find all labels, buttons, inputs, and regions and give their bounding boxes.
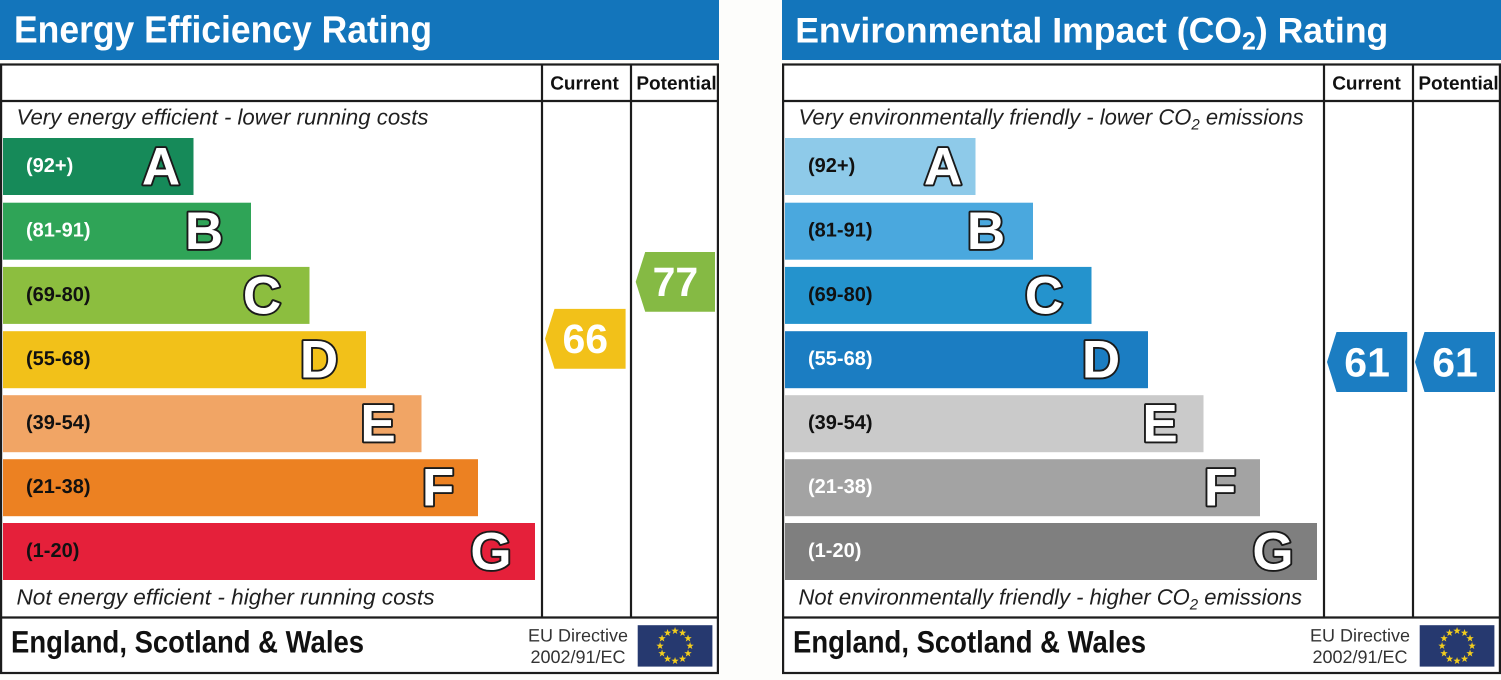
svg-text:B: B — [967, 202, 1005, 261]
svg-text:(69-80): (69-80) — [26, 284, 90, 306]
svg-text:(81-91): (81-91) — [26, 220, 90, 242]
svg-text:F: F — [422, 459, 454, 518]
svg-text:Potential: Potential — [636, 74, 716, 95]
svg-text:C: C — [243, 266, 281, 325]
svg-text:(55-68): (55-68) — [26, 348, 90, 370]
svg-text:Very energy efficient - lower: Very energy efficient - lower running co… — [17, 105, 429, 130]
svg-text:Very environmentally friendly: Very environmentally friendly - lower CO… — [799, 105, 1304, 134]
svg-text:(39-54): (39-54) — [808, 412, 872, 434]
svg-text:C: C — [1025, 266, 1063, 325]
svg-text:77: 77 — [653, 259, 699, 305]
svg-text:(21-38): (21-38) — [26, 476, 90, 498]
svg-text:F: F — [1204, 459, 1236, 518]
svg-text:Current: Current — [1332, 74, 1401, 95]
svg-text:G: G — [1252, 523, 1293, 582]
svg-text:EU Directive: EU Directive — [528, 625, 628, 645]
svg-text:Current: Current — [550, 74, 619, 95]
svg-text:(1-20): (1-20) — [26, 540, 79, 562]
svg-text:E: E — [1142, 395, 1177, 454]
svg-text:(92+): (92+) — [808, 155, 855, 177]
svg-text:2002/91/EC: 2002/91/EC — [530, 647, 625, 667]
svg-text:Potential: Potential — [1418, 74, 1498, 95]
svg-text:England, Scotland & Wales: England, Scotland & Wales — [11, 624, 364, 659]
svg-text:E: E — [360, 395, 395, 454]
svg-text:A: A — [142, 138, 180, 197]
svg-text:A: A — [924, 138, 962, 197]
svg-text:(81-91): (81-91) — [808, 220, 872, 242]
svg-text:England, Scotland & Wales: England, Scotland & Wales — [793, 624, 1146, 659]
svg-text:66: 66 — [562, 316, 608, 362]
svg-text:(92+): (92+) — [26, 155, 73, 177]
svg-text:(55-68): (55-68) — [808, 348, 872, 370]
svg-text:Environmental Impact (CO2) Rat: Environmental Impact (CO2) Rating — [795, 11, 1388, 56]
svg-text:D: D — [300, 331, 338, 390]
svg-text:EU Directive: EU Directive — [1310, 625, 1410, 645]
svg-text:Not energy efficient - higher: Not energy efficient - higher running co… — [17, 585, 435, 610]
svg-text:(1-20): (1-20) — [808, 540, 861, 562]
svg-text:(69-80): (69-80) — [808, 284, 872, 306]
svg-text:Not environmentally friendly -: Not environmentally friendly - higher CO… — [799, 585, 1303, 614]
svg-text:(39-54): (39-54) — [26, 412, 90, 434]
svg-text:D: D — [1082, 331, 1120, 390]
svg-text:61: 61 — [1432, 339, 1478, 385]
svg-text:Energy Efficiency Rating: Energy Efficiency Rating — [14, 10, 432, 52]
svg-text:B: B — [185, 202, 223, 261]
svg-text:(21-38): (21-38) — [808, 476, 872, 498]
svg-text:2002/91/EC: 2002/91/EC — [1312, 647, 1407, 667]
svg-text:61: 61 — [1344, 339, 1390, 385]
svg-text:G: G — [470, 523, 511, 582]
